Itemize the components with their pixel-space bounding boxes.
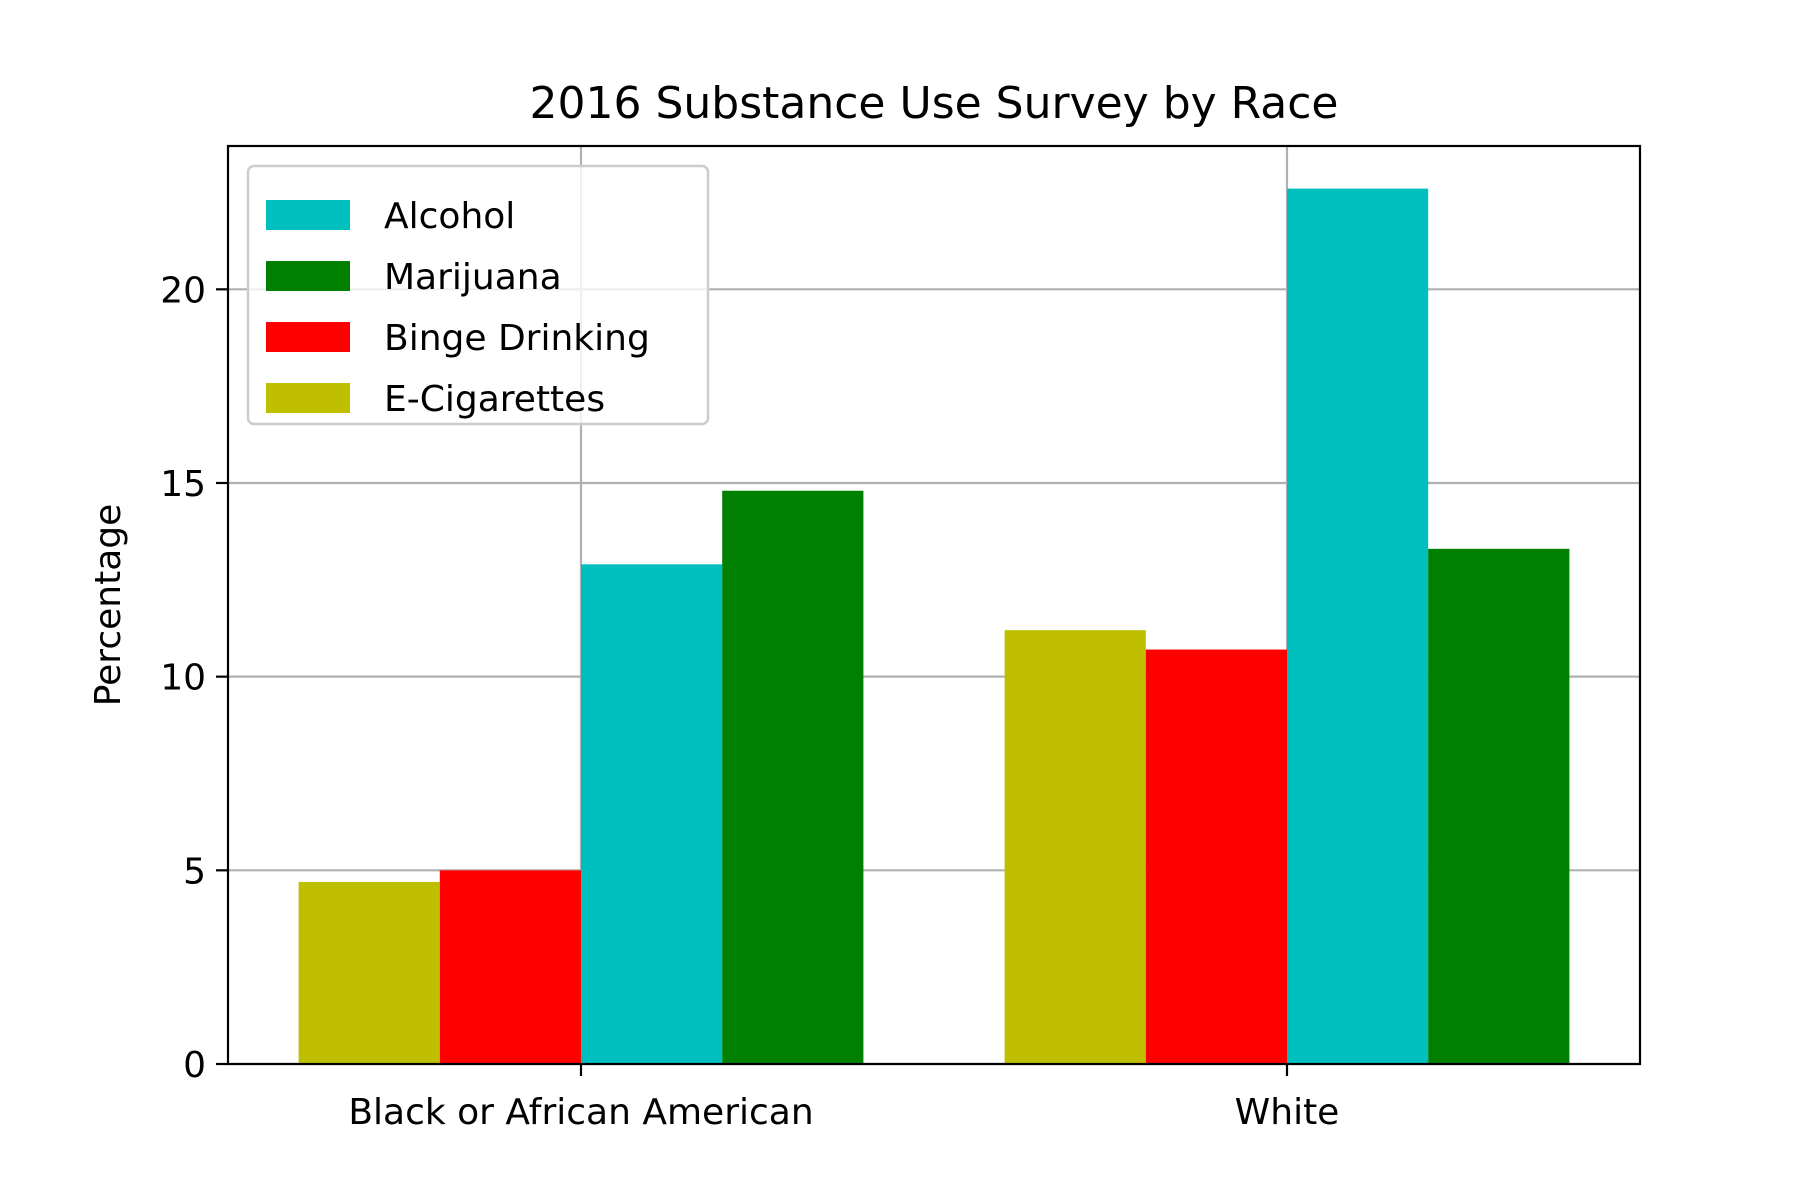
y-axis-label: Percentage (88, 504, 129, 707)
bar-binge-drinking (1145, 649, 1287, 1064)
x-tick-label: White (1235, 1092, 1340, 1133)
legend-label: Binge Drinking (384, 318, 650, 359)
legend: Alcohol Marijuana Binge Drinking E-Cigarett… (246, 164, 710, 426)
legend-swatch (266, 200, 350, 230)
x-axis: Black or African American White (348, 1064, 1339, 1133)
plot-frame (226, 144, 1642, 1066)
chart-title: 2016 Substance Use Survey by Race (530, 78, 1339, 129)
legend-label: E-Cigarettes (384, 379, 605, 420)
legend-label: Marijuana (384, 257, 562, 298)
bar-e-cigarettes (1004, 630, 1146, 1064)
legend-swatch (266, 261, 350, 291)
y-tick-label: 0 (183, 1045, 206, 1086)
y-axis: 0 5 10 15 20 (160, 270, 228, 1086)
y-tick-label: 20 (160, 270, 206, 311)
bar-alcohol (581, 564, 723, 1064)
bar-binge-drinking (439, 870, 581, 1064)
bar-e-cigarettes (298, 881, 440, 1064)
y-tick-label: 10 (160, 658, 206, 699)
bars (298, 188, 1570, 1064)
legend-swatch (266, 383, 350, 413)
y-tick-label: 15 (160, 464, 206, 505)
bar-marijuana (1428, 548, 1570, 1064)
legend-swatch (266, 322, 350, 352)
legend-label: Alcohol (384, 196, 515, 237)
legend-box (246, 164, 710, 426)
x-tick-label: Black or African American (348, 1092, 813, 1133)
bar-alcohol (1287, 188, 1429, 1064)
y-tick-label: 5 (183, 851, 206, 892)
bar-marijuana (722, 490, 864, 1064)
